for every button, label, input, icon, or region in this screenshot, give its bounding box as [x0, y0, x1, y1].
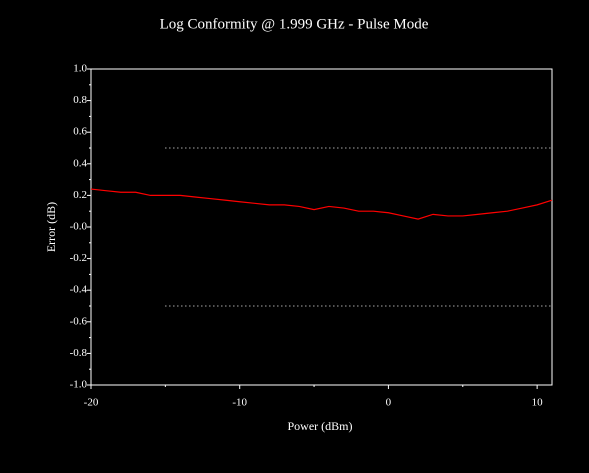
y-tick-label: -0.6	[70, 315, 88, 327]
y-axis-label: Error (dB)	[44, 202, 58, 252]
y-tick-label: -0.0	[70, 221, 88, 233]
x-tick-label: -10	[232, 397, 247, 409]
y-tick-label: 0.2	[73, 189, 87, 201]
x-axis-label: Power (dBm)	[288, 419, 353, 433]
x-tick-label: 0	[386, 397, 392, 409]
y-tick-label: -0.2	[70, 252, 87, 264]
y-tick-label: 0.4	[73, 157, 87, 169]
plot-frame	[90, 68, 553, 386]
data-line	[90, 188, 553, 220]
y-tick-label: 0.8	[73, 94, 87, 106]
y-tick-label: 1.0	[73, 63, 87, 75]
x-tick-label: 10	[532, 397, 544, 409]
y-tick-label: -1.0	[70, 379, 88, 391]
chart-title: Log Conformity @ 1.999 GHz - Pulse Mode	[160, 16, 429, 32]
y-tick-label: -0.4	[70, 284, 88, 296]
y-tick-label: 0.6	[73, 126, 87, 138]
x-tick-label: -20	[84, 397, 99, 409]
y-tick-label: -0.8	[70, 347, 88, 359]
